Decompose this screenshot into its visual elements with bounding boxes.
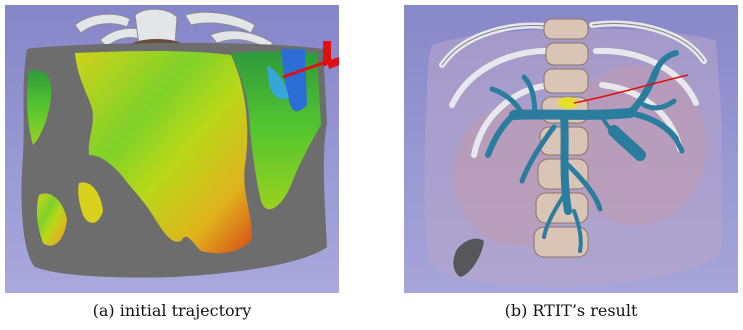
render-initial-trajectory [5, 5, 339, 293]
trajectory [573, 74, 689, 104]
render-rtit-result [404, 5, 738, 293]
trajectory [282, 41, 339, 79]
rib-outline [441, 23, 705, 66]
organ-kidney [453, 238, 484, 277]
cost-map [26, 49, 321, 254]
caption-a: (a) initial trajectory [92, 301, 252, 320]
panel-rtit-result [404, 5, 738, 293]
panel-initial-trajectory [5, 5, 339, 293]
vessel-tree [485, 50, 685, 253]
target-marker [558, 97, 578, 109]
caption-b: (b) RTIT’s result [504, 301, 638, 320]
